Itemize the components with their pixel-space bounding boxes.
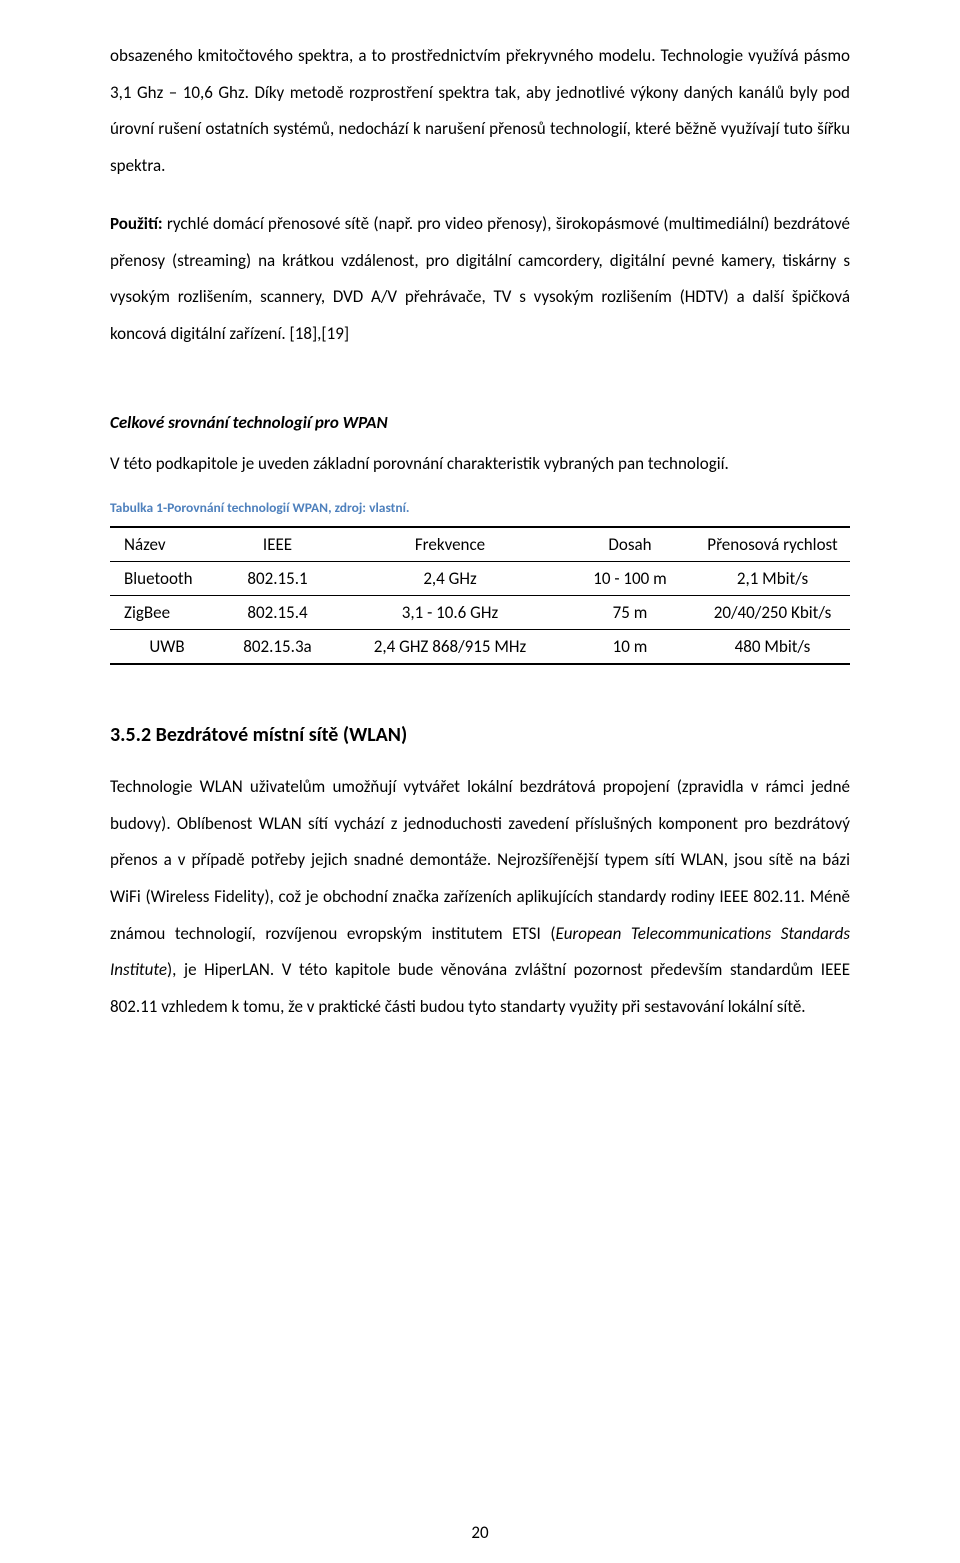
table-row: UWB 802.15.3a 2,4 GHZ 868/915 MHz 10 m 4… xyxy=(110,630,850,665)
table-caption: Tabulka 1-Porovnání technologií WPAN, zd… xyxy=(110,499,850,516)
cell: 3,1 - 10.6 GHz xyxy=(335,596,565,630)
p3-part-a: Technologie WLAN uživatelům umožňují vyt… xyxy=(110,776,850,943)
th-freq: Frekvence xyxy=(335,527,565,562)
cell: Bluetooth xyxy=(110,562,220,596)
cell: 10 m xyxy=(565,630,695,665)
paragraph-2: Použití: rychlé domácí přenosové sítě (n… xyxy=(110,206,850,352)
paragraph-3: Technologie WLAN uživatelům umožňují vyt… xyxy=(110,769,850,1025)
cell: UWB xyxy=(110,630,220,665)
p2-label: Použití: xyxy=(110,213,163,234)
th-name: Název xyxy=(110,527,220,562)
cell: 2,1 Mbit/s xyxy=(695,562,850,596)
heading-3-5-2: 3.5.2 Bezdrátové místní sítě (WLAN) xyxy=(110,723,850,747)
cell: 480 Mbit/s xyxy=(695,630,850,665)
cell: 802.15.4 xyxy=(220,596,335,630)
comparison-intro: V této podkapitole je uveden základní po… xyxy=(110,447,850,481)
cell: 2,4 GHz xyxy=(335,562,565,596)
paragraph-1: obsazeného kmitočtového spektra, a to pr… xyxy=(110,38,850,184)
table-row: ZigBee 802.15.4 3,1 - 10.6 GHz 75 m 20/4… xyxy=(110,596,850,630)
cell: 75 m xyxy=(565,596,695,630)
th-range: Dosah xyxy=(565,527,695,562)
cell: 802.15.3a xyxy=(220,630,335,665)
cell: 10 - 100 m xyxy=(565,562,695,596)
p3-part-b: ), je HiperLAN. V této kapitole bude věn… xyxy=(110,959,850,1017)
th-rate: Přenosová rychlost xyxy=(695,527,850,562)
th-ieee: IEEE xyxy=(220,527,335,562)
page-number: 20 xyxy=(0,1522,960,1543)
comparison-table: Název IEEE Frekvence Dosah Přenosová ryc… xyxy=(110,526,850,665)
cell: 802.15.1 xyxy=(220,562,335,596)
p2-text: rychlé domácí přenosové sítě (např. pro … xyxy=(110,213,850,344)
page: obsazeného kmitočtového spektra, a to pr… xyxy=(0,0,960,1563)
table-row: Bluetooth 802.15.1 2,4 GHz 10 - 100 m 2,… xyxy=(110,562,850,596)
table-header-row: Název IEEE Frekvence Dosah Přenosová ryc… xyxy=(110,527,850,562)
cell: ZigBee xyxy=(110,596,220,630)
cell: 20/40/250 Kbit/s xyxy=(695,596,850,630)
cell: 2,4 GHZ 868/915 MHz xyxy=(335,630,565,665)
comparison-heading: Celkové srovnání technologií pro WPAN xyxy=(110,412,850,433)
